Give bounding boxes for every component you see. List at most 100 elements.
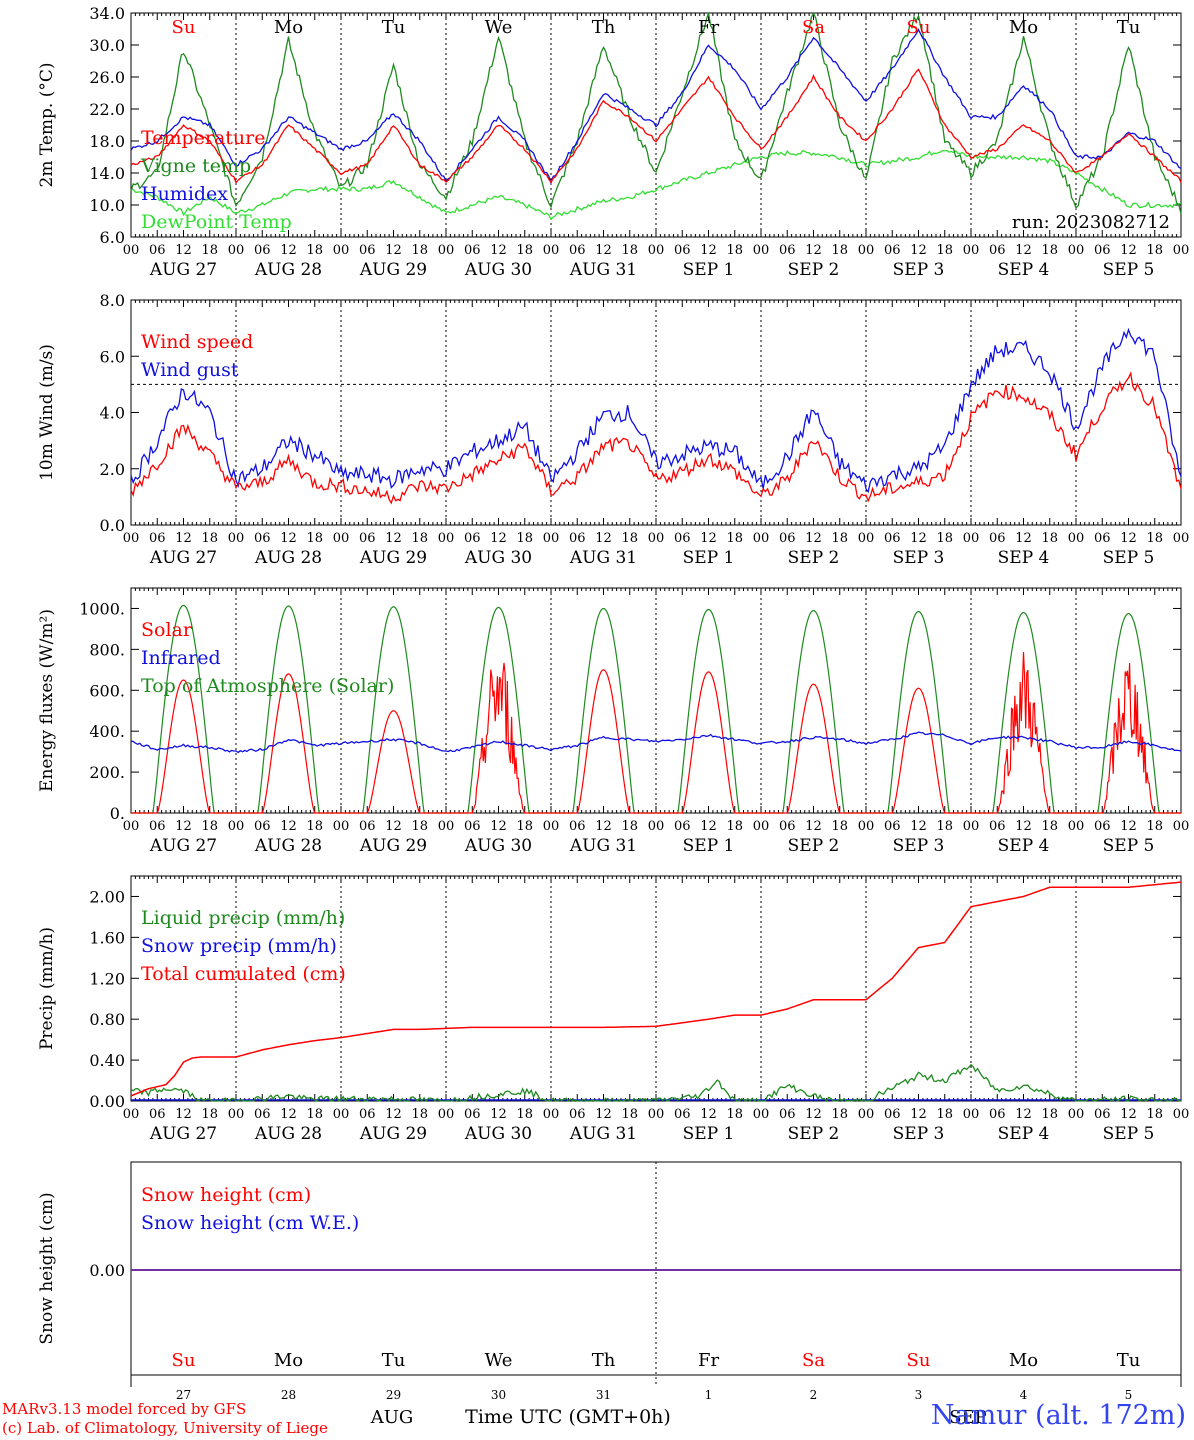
hour-tick-label: 00 xyxy=(123,819,140,834)
day-number: 31 xyxy=(596,1388,611,1402)
hour-tick-label: 18 xyxy=(621,531,638,546)
hour-tick-label: 00 xyxy=(1068,819,1085,834)
hour-tick-label: 06 xyxy=(779,531,796,546)
date-label: AUG 27 xyxy=(149,1124,217,1144)
hour-tick-label: 18 xyxy=(306,819,323,834)
hour-tick-label: 00 xyxy=(963,819,980,834)
wind-speed-line xyxy=(130,371,1182,505)
day-number: 3 xyxy=(915,1388,923,1402)
hour-tick-label: 18 xyxy=(1041,1107,1058,1122)
y-tick-label: 800. xyxy=(89,640,125,659)
hour-tick-label: 00 xyxy=(438,819,455,834)
day-number: 1 xyxy=(705,1388,713,1402)
date-label: AUG 27 xyxy=(149,836,217,856)
hour-tick-label: 18 xyxy=(936,243,953,258)
vigne-temp-line xyxy=(130,11,1182,214)
y-tick-label: 6.0 xyxy=(100,228,125,247)
day-abbr: Fr xyxy=(698,1350,719,1371)
y-tick-label: 8.0 xyxy=(100,291,125,310)
day-number: 4 xyxy=(1020,1388,1028,1402)
hour-tick-label: 18 xyxy=(726,1107,743,1122)
legend-dewpoint-temp: DewPoint Temp xyxy=(141,211,292,233)
legend-wind-gust: Wind gust xyxy=(141,359,239,381)
day-abbr: Mo xyxy=(1009,1350,1038,1371)
date-label: AUG 30 xyxy=(464,836,532,856)
hour-tick-label: 06 xyxy=(884,531,901,546)
hour-tick-label: 18 xyxy=(936,1107,953,1122)
hour-tick-label: 12 xyxy=(805,243,822,258)
y-tick-label: 2.00 xyxy=(89,887,125,906)
day-number: 5 xyxy=(1125,1388,1133,1402)
hour-tick-label: 00 xyxy=(753,1107,770,1122)
hour-tick-label: 12 xyxy=(805,531,822,546)
day-abbr: Mo xyxy=(274,17,303,38)
legend-solar: Solar xyxy=(141,619,193,641)
hour-tick-label: 12 xyxy=(805,819,822,834)
total-cumulated-line xyxy=(130,881,1182,1097)
y-tick-label: 18.0 xyxy=(89,132,125,151)
hour-tick-label: 06 xyxy=(254,243,271,258)
hour-tick-label: 12 xyxy=(700,819,717,834)
hour-tick-label: 00 xyxy=(333,819,350,834)
hour-tick-label: 06 xyxy=(569,531,586,546)
hour-tick-label: 00 xyxy=(438,1107,455,1122)
hour-tick-label: 06 xyxy=(884,819,901,834)
hour-tick-label: 12 xyxy=(175,531,192,546)
hour-tick-label: 12 xyxy=(595,819,612,834)
hour-tick-label: 06 xyxy=(464,1107,481,1122)
hour-tick-label: 12 xyxy=(1120,1107,1137,1122)
date-label: SEP 3 xyxy=(893,548,945,568)
hour-tick-label: 06 xyxy=(674,531,691,546)
hour-tick-label: 18 xyxy=(1146,243,1163,258)
solar-line xyxy=(131,651,1181,814)
hour-tick-label: 18 xyxy=(726,819,743,834)
y-tick-label: 14.0 xyxy=(89,164,125,183)
hour-tick-label: 06 xyxy=(674,1107,691,1122)
hour-tick-label: 00 xyxy=(228,243,245,258)
hour-tick-label: 12 xyxy=(175,243,192,258)
y-tick-label: 200. xyxy=(89,763,125,782)
month-aug-label: AUG xyxy=(370,1407,414,1428)
hour-tick-label: 00 xyxy=(753,243,770,258)
wind-axis-title: 10m Wind (m/s) xyxy=(37,344,57,481)
hour-tick-label: 18 xyxy=(516,531,533,546)
date-label: SEP 4 xyxy=(998,1124,1050,1144)
hour-tick-label: 18 xyxy=(306,531,323,546)
date-label: SEP 1 xyxy=(683,836,735,856)
date-label: AUG 27 xyxy=(149,548,217,568)
hour-tick-label: 18 xyxy=(831,243,848,258)
day-abbr: Tu xyxy=(1117,1350,1141,1371)
hour-tick-label: 18 xyxy=(1041,531,1058,546)
hour-tick-label: 06 xyxy=(1094,1107,1111,1122)
hour-tick-label: 12 xyxy=(280,819,297,834)
date-label: SEP 5 xyxy=(1103,260,1155,280)
hour-tick-label: 00 xyxy=(1068,1107,1085,1122)
hour-tick-label: 00 xyxy=(123,531,140,546)
hour-tick-label: 06 xyxy=(569,819,586,834)
hour-tick-label: 00 xyxy=(1068,531,1085,546)
legend-snow-height-cm-: Snow height (cm) xyxy=(141,1184,311,1206)
day-abbr: Su xyxy=(172,1350,196,1371)
hour-tick-label: 12 xyxy=(595,243,612,258)
hour-tick-label: 12 xyxy=(490,1107,507,1122)
hour-tick-label: 00 xyxy=(333,531,350,546)
hour-tick-label: 00 xyxy=(228,819,245,834)
hour-tick-label: 18 xyxy=(936,819,953,834)
date-label: AUG 27 xyxy=(149,260,217,280)
liquid-precip-line xyxy=(130,1063,1182,1103)
hour-tick-label: 06 xyxy=(1094,531,1111,546)
hour-tick-label: 12 xyxy=(1015,531,1032,546)
hour-tick-label: 00 xyxy=(543,531,560,546)
y-tick-label: 10.0 xyxy=(89,196,125,215)
date-label: SEP 3 xyxy=(893,1124,945,1144)
hour-tick-label: 06 xyxy=(149,531,166,546)
hour-tick-label: 06 xyxy=(464,819,481,834)
day-abbr: Su xyxy=(172,17,196,38)
temperature-line xyxy=(130,68,1182,184)
hour-tick-label: 18 xyxy=(1041,819,1058,834)
y-tick-label: 0.00 xyxy=(89,1092,125,1111)
hour-tick-label: 12 xyxy=(700,1107,717,1122)
date-label: SEP 2 xyxy=(788,836,840,856)
hour-tick-label: 06 xyxy=(674,819,691,834)
date-label: SEP 5 xyxy=(1103,548,1155,568)
